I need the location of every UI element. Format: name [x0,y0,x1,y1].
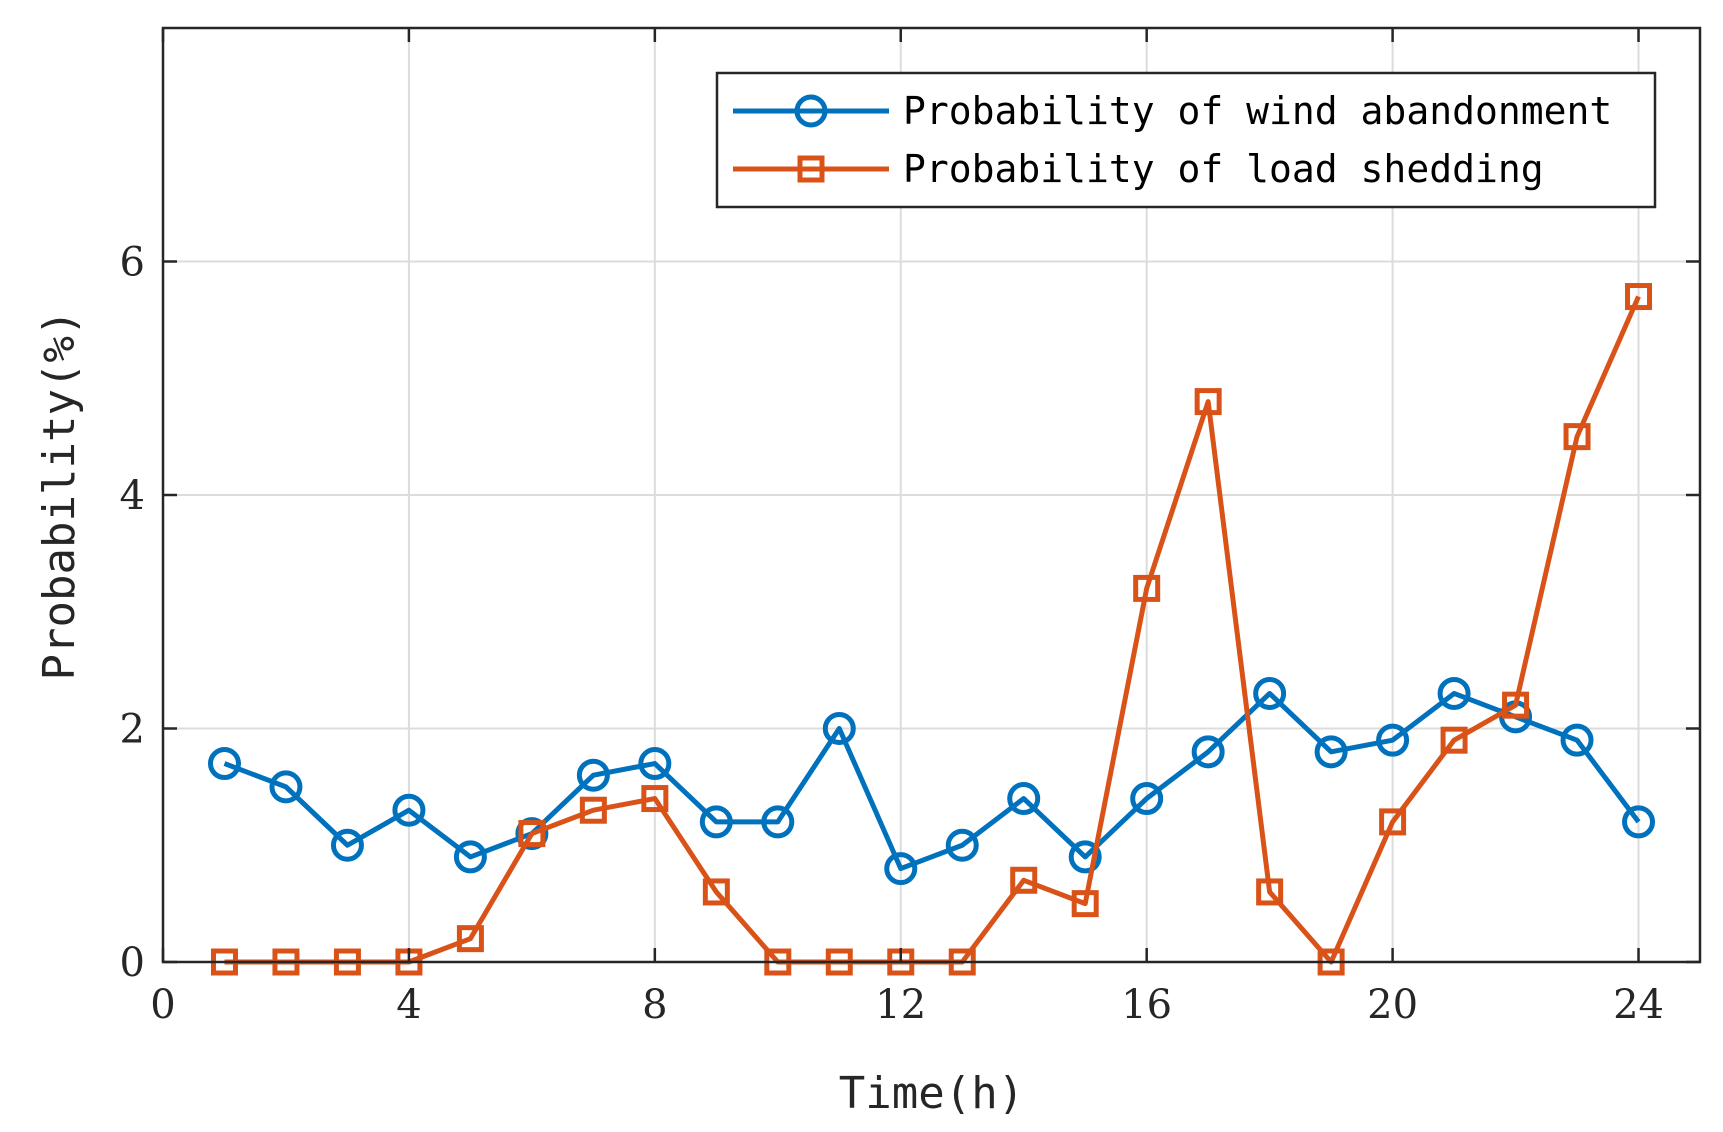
data-point [1502,691,1530,719]
x-tick-label: 0 [150,982,175,1028]
data-point [1194,388,1222,416]
data-point [1563,423,1591,451]
legend-label: Probability of load shedding [903,147,1544,191]
legend-label: Probability of wind abandonment [903,89,1612,133]
data-point [638,747,672,781]
data-point [1625,283,1653,311]
x-tick-label: 24 [1613,982,1664,1028]
x-tick-label: 20 [1367,982,1418,1028]
data-point [1191,735,1225,769]
data-point [1440,726,1468,754]
x-tick-label: 12 [875,982,926,1028]
x-tick-label: 8 [642,982,667,1028]
data-point [1133,574,1161,602]
y-tick-label: 0 [120,940,145,986]
y-axis-label: Probability(%) [34,310,85,681]
data-point [1314,735,1348,769]
data-point [702,878,730,906]
legend-entry-2: Probability of load shedding [733,147,1544,191]
legend-marker [797,155,825,183]
data-point [1560,723,1594,757]
data-point [945,828,979,862]
data-point [207,747,241,781]
data-point [1256,878,1284,906]
data-point [1130,782,1164,816]
data-point [1010,866,1038,894]
data-point [518,820,546,848]
y-tick-label: 4 [120,473,145,519]
data-point [761,805,795,839]
data-point [1379,808,1407,836]
data-point [1253,676,1287,710]
data-point [453,840,487,874]
x-tick-label: 16 [1121,982,1172,1028]
data-point [699,805,733,839]
data-point [1437,676,1471,710]
data-point [392,793,426,827]
data-point [822,712,856,745]
data-point [1622,805,1656,839]
legend-marker [794,94,828,128]
legend-entry-1: Probability of wind abandonment [733,89,1612,133]
data-point [456,925,484,953]
y-tick-label: 6 [120,240,145,286]
x-axis-label: Time(h) [839,1068,1024,1119]
data-point [884,852,918,886]
data-point [579,796,607,824]
data-point [1071,890,1099,918]
legend-box [715,71,1657,209]
data-point [576,758,610,792]
data-point [515,817,549,851]
data-point [641,785,669,813]
data-point [1068,840,1102,874]
x-tick-label: 4 [396,982,421,1028]
data-point [1376,723,1410,757]
legend: Probability of wind abandonment Probabili… [715,71,1657,209]
y-tick-label: 2 [120,707,145,753]
data-point [1007,782,1041,816]
series-1 [207,676,1656,886]
data-point [330,828,364,862]
data-point [269,770,303,804]
